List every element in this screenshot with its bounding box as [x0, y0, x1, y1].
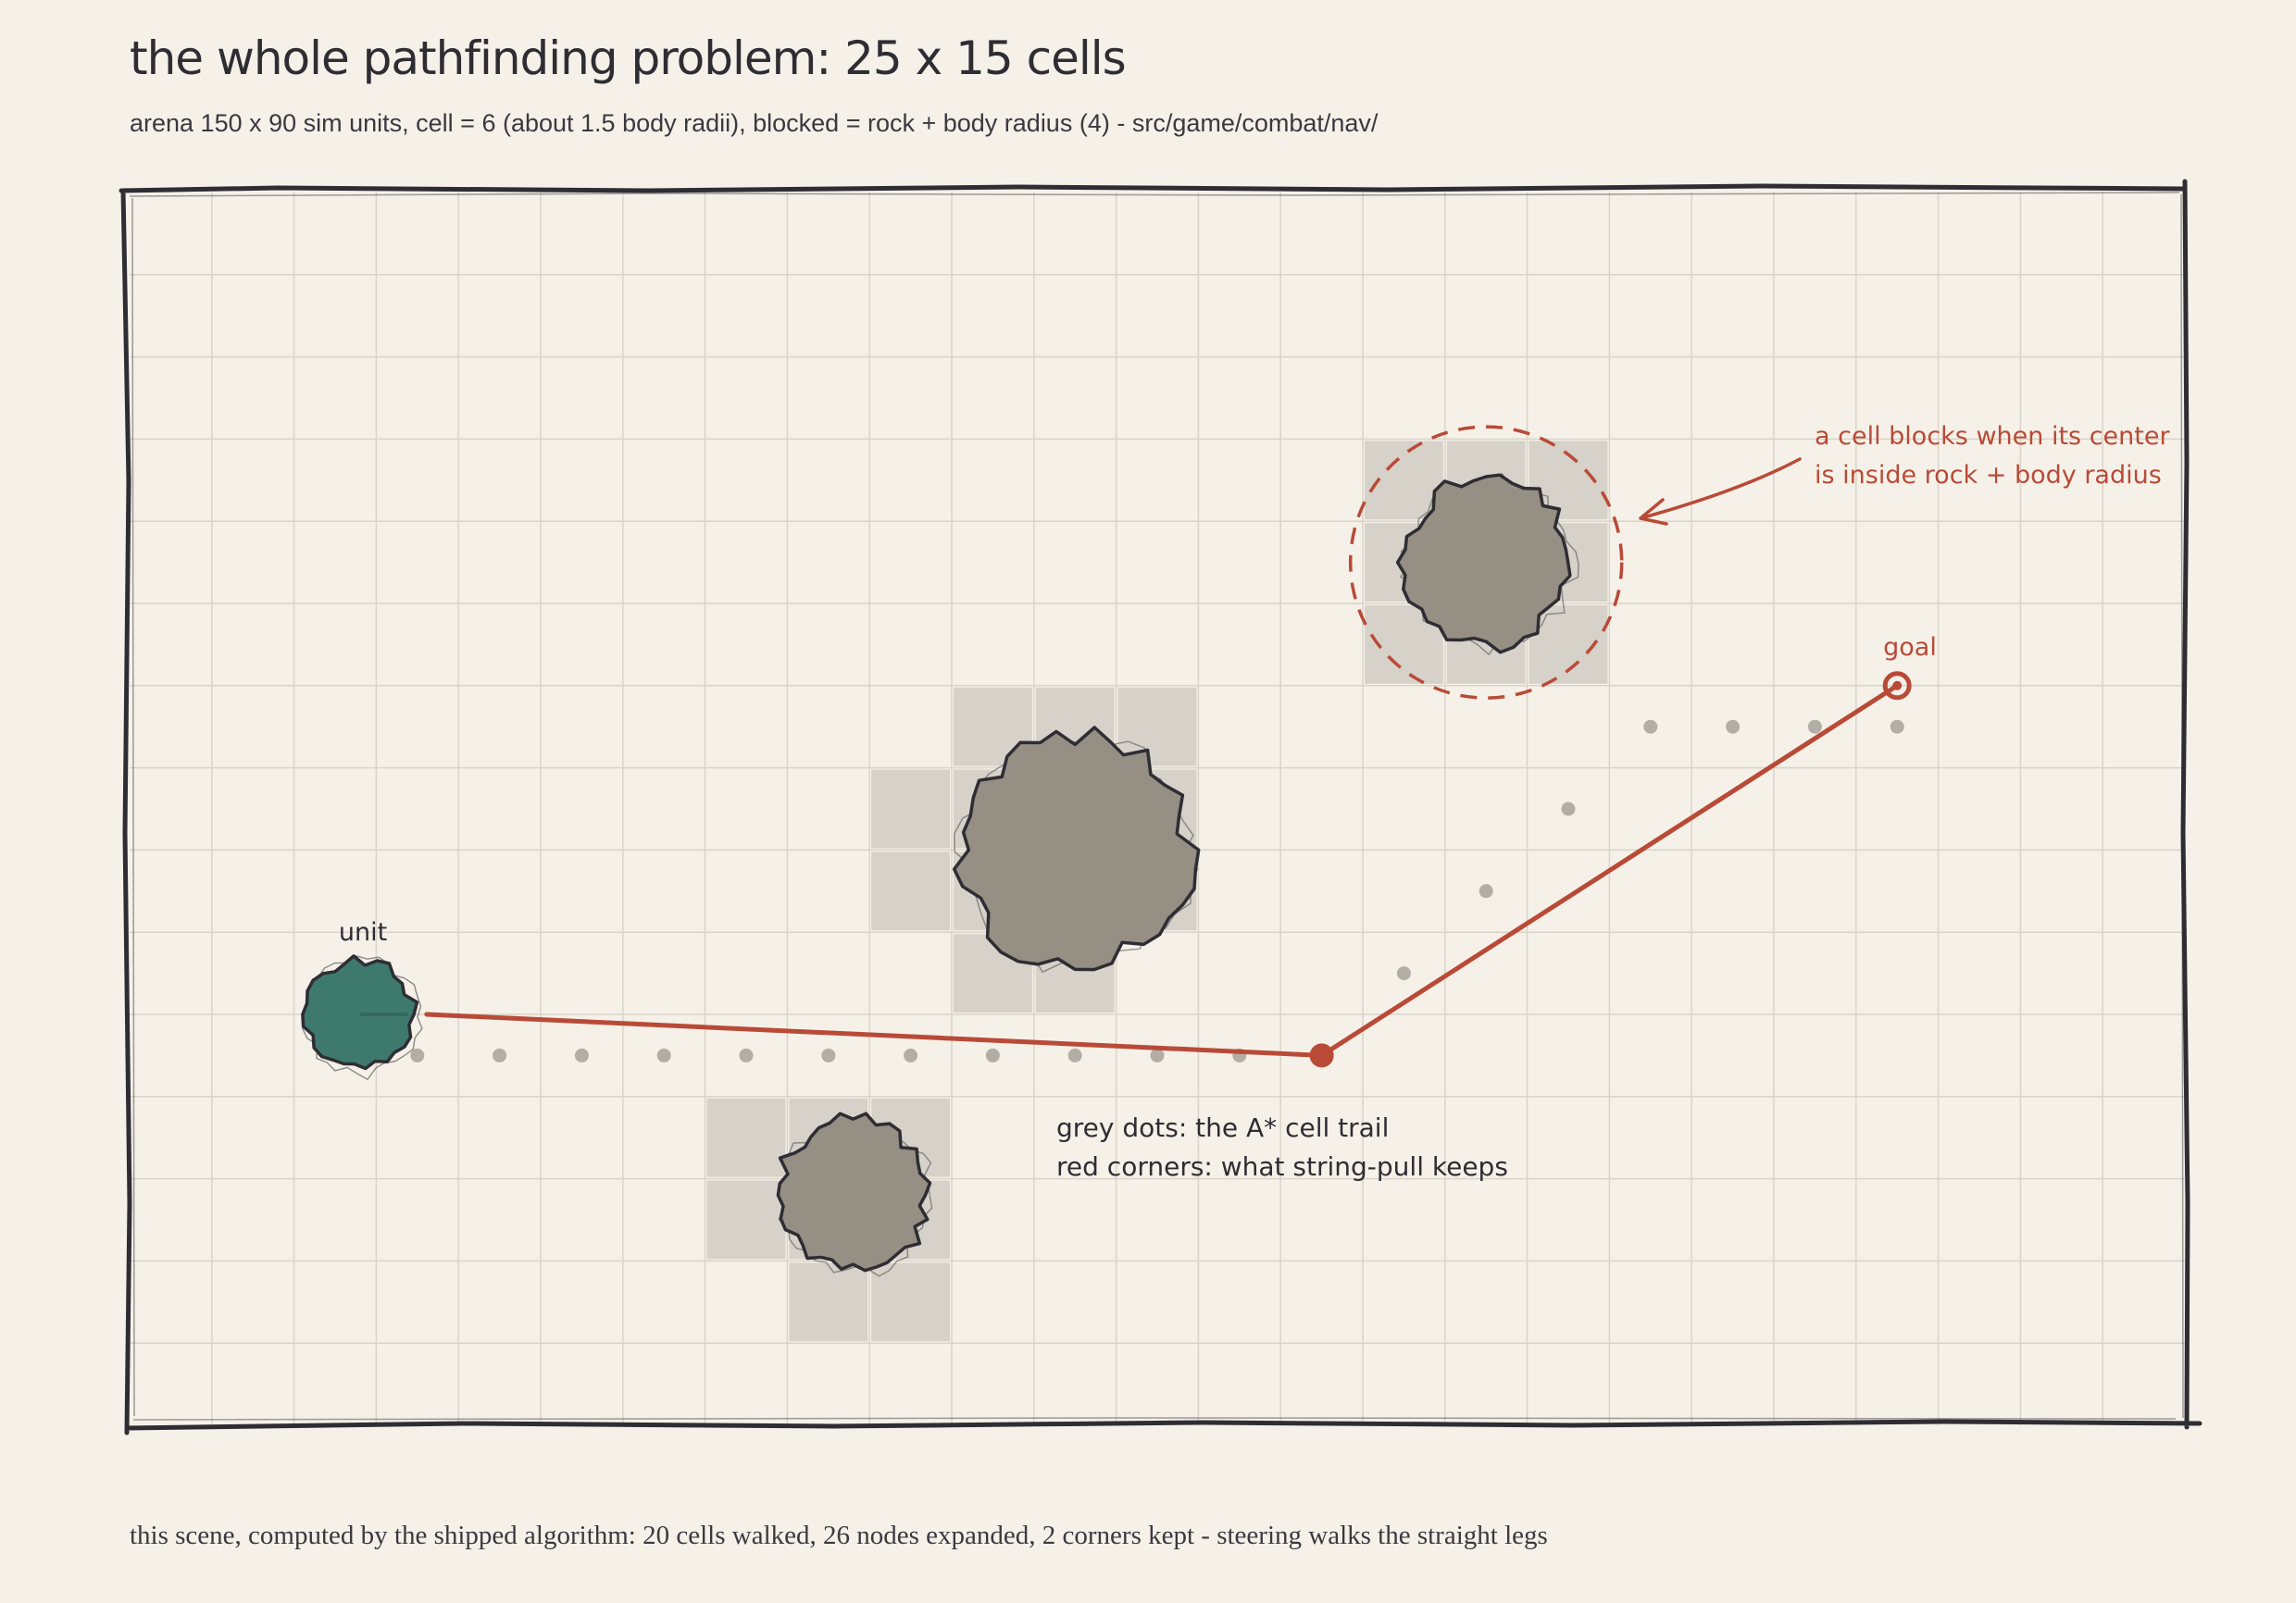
trail-dot — [821, 1048, 836, 1062]
callout-text-line1: a cell blocks when its center — [1815, 422, 2170, 451]
trail-dot — [1890, 719, 1904, 734]
goal-center — [1892, 680, 1903, 690]
goal-marker — [1882, 671, 1912, 701]
trail-dot — [574, 1048, 589, 1062]
blocked-cell — [871, 769, 950, 849]
trail-dot — [1807, 719, 1822, 734]
trail-dot — [904, 1048, 918, 1062]
blocked-cell — [789, 1262, 868, 1342]
trail-dot — [985, 1048, 1000, 1062]
path-corner — [1309, 1043, 1334, 1068]
page-title: the whole pathfinding problem: 25 x 15 c… — [130, 31, 1127, 85]
string-pulled-path — [424, 683, 1900, 1068]
unit-label: unit — [339, 918, 387, 947]
trail-dot — [1396, 966, 1411, 981]
page-subtitle: arena 150 x 90 sim units, cell = 6 (abou… — [130, 109, 1379, 137]
rock-center — [952, 726, 1201, 972]
callout-arrow — [1639, 457, 1802, 526]
unit-marker — [301, 954, 423, 1081]
arena-border-sketch — [129, 192, 2184, 1421]
unit-body — [301, 954, 419, 1071]
blocked-cell — [706, 1098, 786, 1177]
trail-dot — [1643, 719, 1658, 734]
trail-dot — [410, 1048, 425, 1062]
blocked-cell — [706, 1180, 786, 1260]
arena-border — [119, 179, 2202, 1435]
trail-dot — [1150, 1048, 1165, 1062]
rock-center-sketch — [953, 738, 1199, 974]
trail-dot — [656, 1048, 671, 1062]
rock-top-right — [1395, 473, 1572, 654]
trail-dot — [1561, 802, 1576, 816]
blocked-cell — [871, 851, 950, 931]
goal-ring — [1882, 671, 1912, 701]
trail-dot — [1067, 1048, 1082, 1062]
trail-dot — [1479, 884, 1493, 899]
blocked-cell — [871, 1262, 950, 1342]
trail-dot — [493, 1048, 507, 1062]
footer-note: this scene, computed by the shipped algo… — [130, 1521, 1548, 1550]
legend-line1: grey dots: the A* cell trail — [1056, 1112, 1389, 1143]
legend-line2: red corners: what string-pull keeps — [1056, 1151, 1508, 1182]
rock-body-radius-ring — [1348, 425, 1624, 700]
trail-dot — [739, 1048, 754, 1062]
rock-bottom — [776, 1112, 932, 1273]
rocks — [776, 472, 1579, 1277]
goal-label: goal — [1883, 633, 1937, 662]
trail-dot — [1726, 719, 1741, 734]
callout-text-line2: is inside rock + body radius — [1815, 461, 2162, 490]
